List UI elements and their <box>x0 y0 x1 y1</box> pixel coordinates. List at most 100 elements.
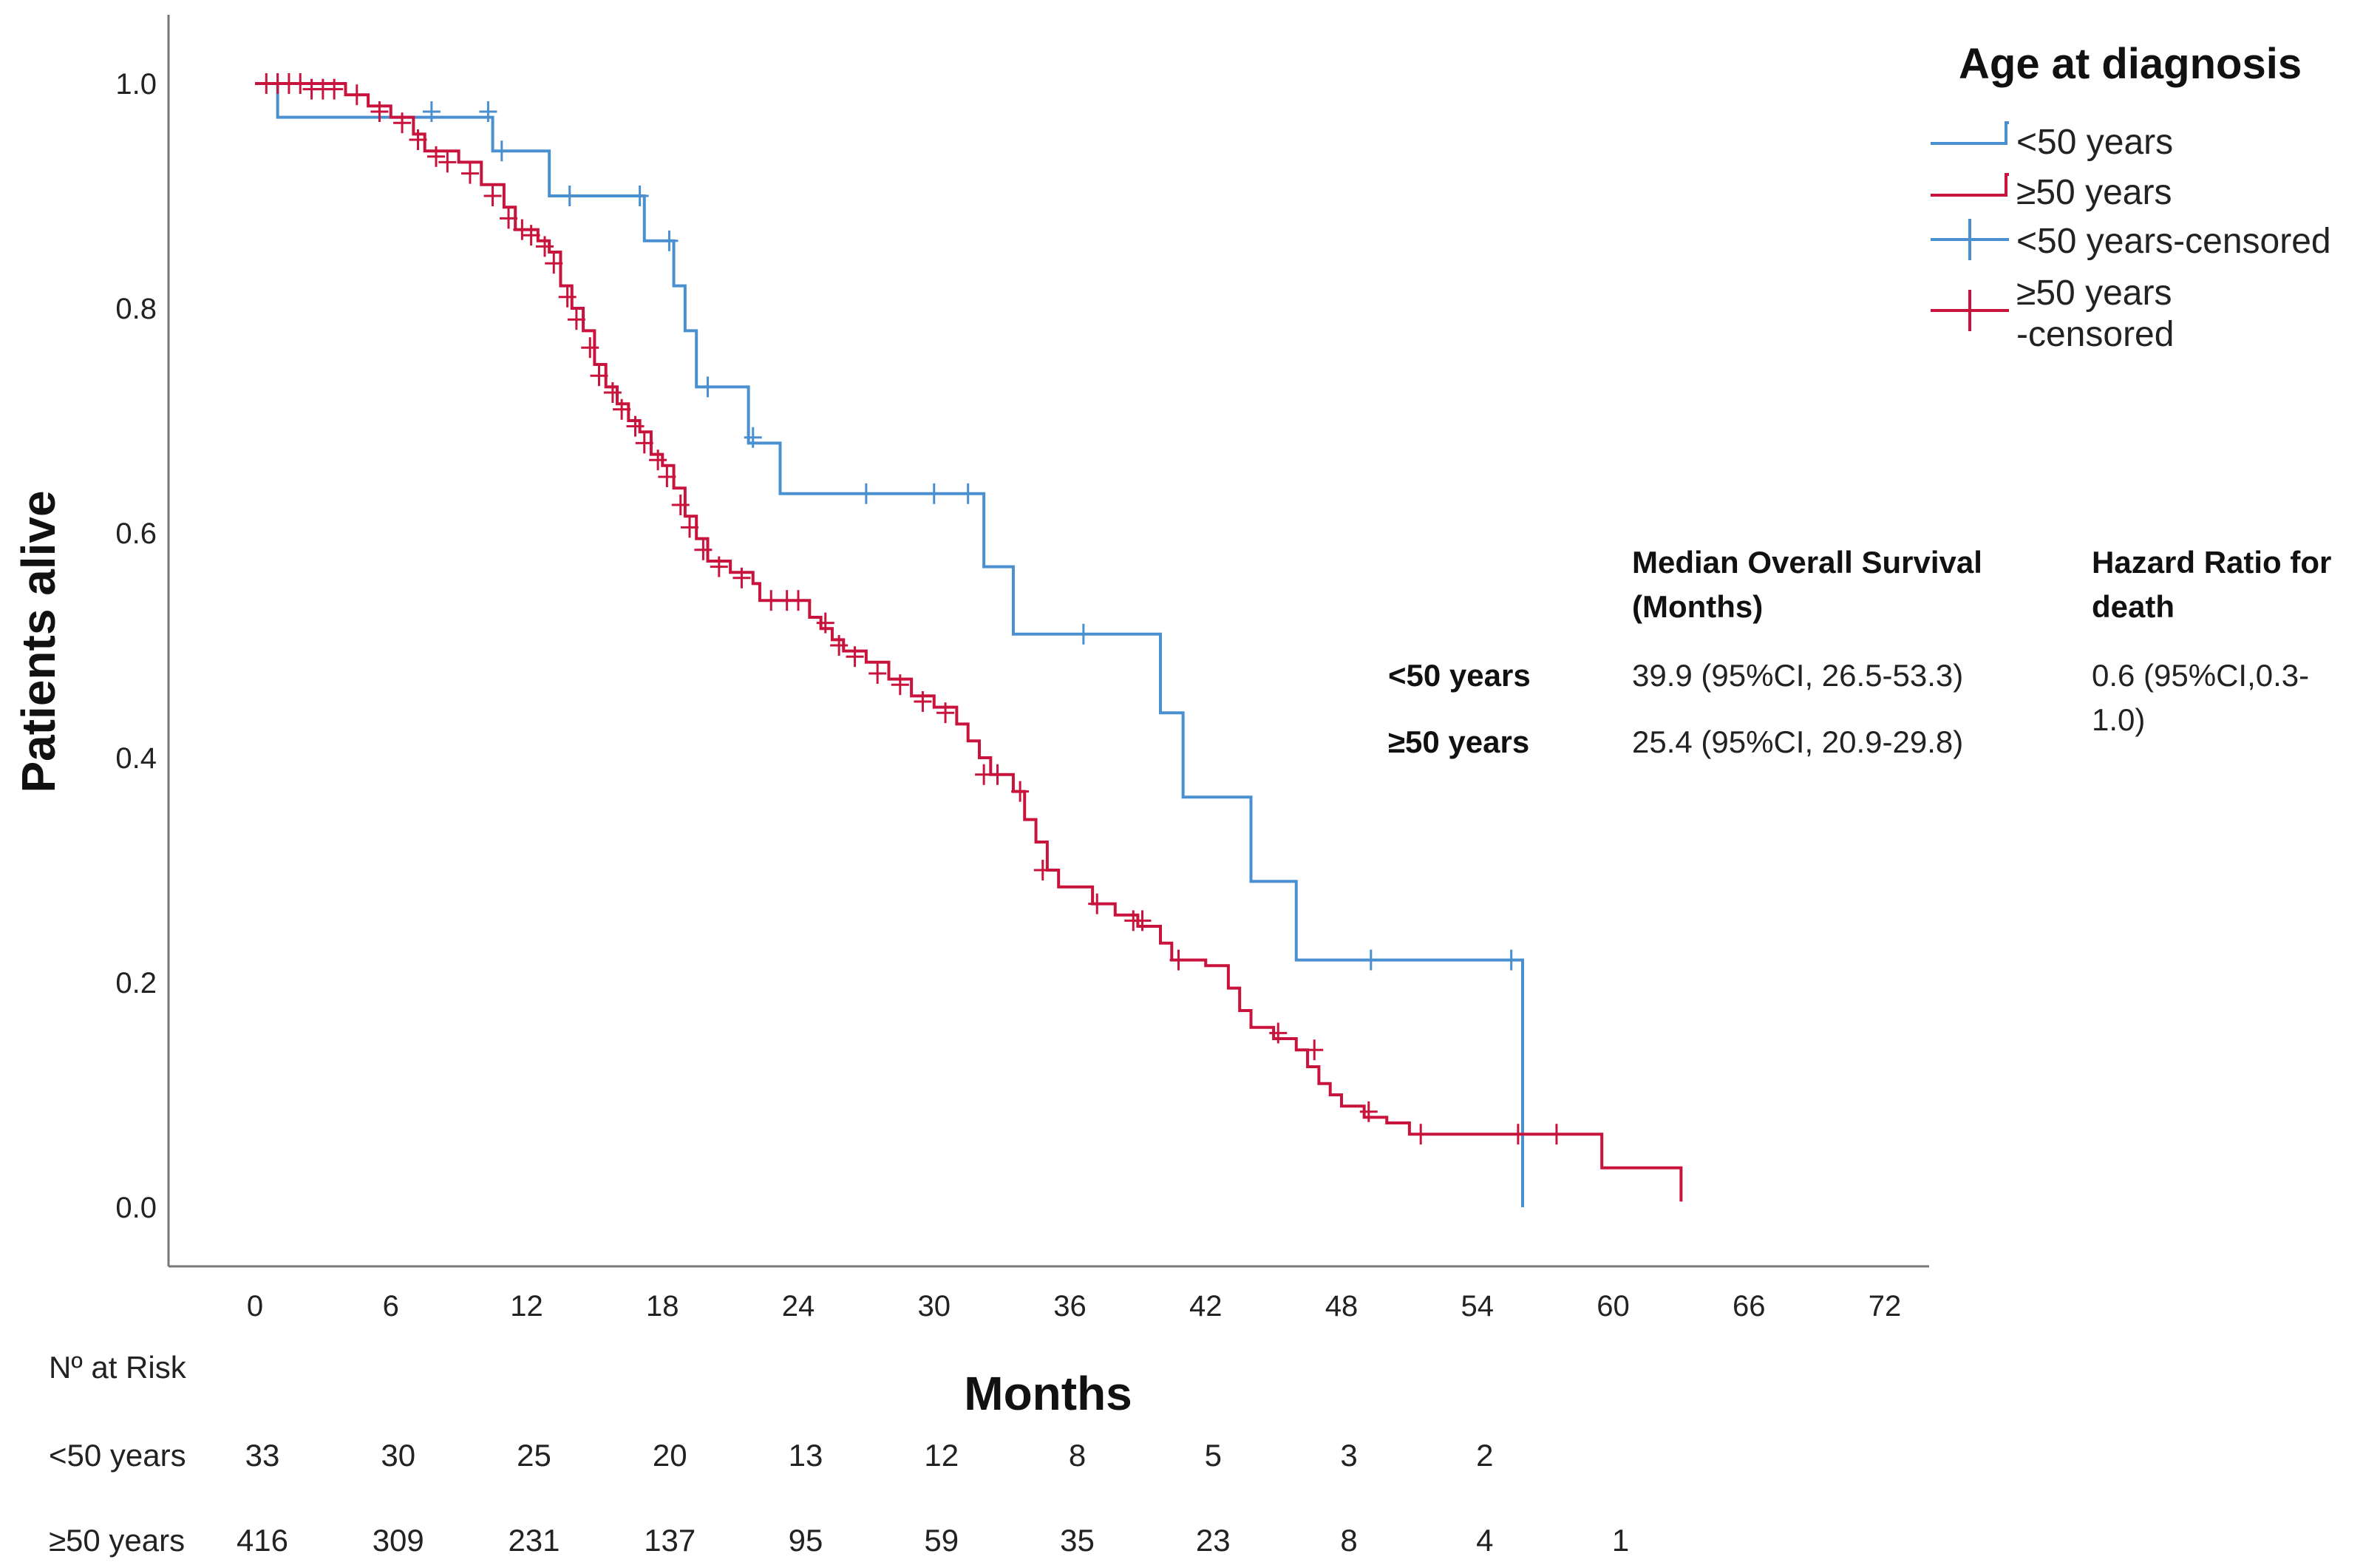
y-tick-label: 0.0 <box>115 1192 157 1224</box>
censor-mark <box>1033 860 1052 880</box>
censor-mark <box>545 253 563 274</box>
legend: Age at diagnosis <50 years ≥50 years <50… <box>1931 40 2331 354</box>
risk-value: 95 <box>789 1523 823 1558</box>
censor-mark <box>1305 1039 1324 1061</box>
x-tick-label: 18 <box>646 1290 679 1323</box>
censor-mark <box>698 376 717 398</box>
censor-mark <box>1412 1124 1430 1145</box>
censor-mark <box>936 702 955 724</box>
censor-mark <box>846 646 864 668</box>
censor-mark <box>789 590 807 611</box>
legend-label-continued: -censored <box>2016 315 2174 354</box>
stats-header-hr-2: death <box>2092 589 2175 624</box>
censor-mark <box>959 483 977 504</box>
risk-value: 1 <box>1612 1523 1629 1558</box>
risk-value: 8 <box>1069 1438 1086 1473</box>
legend-swatch-censor-red <box>1931 290 2009 331</box>
censor-mark <box>732 567 751 588</box>
censor-mark <box>409 129 427 150</box>
censor-mark <box>347 84 366 106</box>
legend-swatch-censor-blue <box>1931 219 2009 260</box>
censor-mark <box>681 517 698 538</box>
censor-mark <box>925 483 943 504</box>
censor-mark <box>626 415 645 437</box>
legend-label: ≥50 years <box>2016 274 2172 313</box>
stats-header-median-units: (Months) <box>1632 589 1763 624</box>
censor-mark <box>694 539 713 560</box>
censor-mark <box>671 495 690 515</box>
stats-row-median: 39.9 (95%CI, 26.5-53.3) <box>1632 658 1963 693</box>
x-tick-label: 6 <box>383 1290 399 1323</box>
risk-value: 8 <box>1340 1523 1357 1558</box>
censor-mark <box>613 398 631 420</box>
stats-header-hr: Hazard Ratio for <box>2092 545 2331 580</box>
censor-mark <box>427 146 445 167</box>
y-tick-label: 0.4 <box>115 742 157 775</box>
legend-label: <50 years-censored <box>2016 222 2331 261</box>
series-line-1 <box>255 82 1683 1202</box>
stats-header-median: Median Overall Survival <box>1632 545 1982 580</box>
risk-value: 4 <box>1476 1523 1493 1558</box>
censor-mark <box>500 208 517 229</box>
censor-mark <box>1088 893 1106 914</box>
x-tick-label: 12 <box>510 1290 543 1323</box>
x-tick-label: 30 <box>918 1290 951 1323</box>
censor-mark <box>536 236 554 257</box>
censor-mark <box>438 152 457 173</box>
risk-row-label: <50 years <box>49 1438 186 1473</box>
risk-value: 231 <box>508 1523 560 1558</box>
x-tick-label: 0 <box>247 1290 263 1323</box>
censor-mark <box>603 382 622 403</box>
censor-mark <box>630 186 649 206</box>
censor-mark <box>291 73 310 94</box>
censor-mark <box>590 365 608 387</box>
censor-mark <box>513 219 531 240</box>
y-axis-title: Patients alive <box>12 490 65 792</box>
censor-mark <box>658 466 676 487</box>
risk-row-label: ≥50 years <box>49 1523 185 1558</box>
censor-mark <box>868 663 887 684</box>
y-tick-label: 0.6 <box>115 517 157 550</box>
censor-mark <box>492 140 511 162</box>
censor-mark <box>370 101 389 122</box>
legend-title: Age at diagnosis <box>1959 40 2302 88</box>
censor-mark <box>830 635 849 656</box>
legend-entry-under-50: <50 years <box>1931 121 2173 162</box>
y-tick-label: 0.8 <box>115 293 157 325</box>
censor-mark <box>1361 949 1380 971</box>
risk-value: 416 <box>237 1523 288 1558</box>
risk-value: 309 <box>373 1523 424 1558</box>
x-tick-label: 24 <box>782 1290 815 1323</box>
censor-mark <box>914 691 932 712</box>
censor-mark <box>710 556 728 577</box>
censor-mark <box>635 432 653 454</box>
x-tick-label: 60 <box>1597 1290 1630 1323</box>
risk-value: 5 <box>1205 1438 1222 1473</box>
censor-mark <box>988 764 1007 785</box>
risk-value: 30 <box>381 1438 415 1473</box>
legend-label: ≥50 years <box>2016 173 2172 212</box>
x-tick-label: 36 <box>1053 1290 1087 1323</box>
censor-mark <box>816 612 834 634</box>
legend-entry-under-50-censored: <50 years-censored <box>1931 219 2331 261</box>
risk-value: 20 <box>653 1438 687 1473</box>
risk-value: 13 <box>789 1438 823 1473</box>
tick-layer: 0.0 0.2 0.4 0.6 0.8 1.0 0 6 12 18 24 30 36 42 48 54 60 66… <box>115 68 1901 1323</box>
legend-swatch-step-red <box>1931 173 2009 197</box>
legend-entry-50-plus: ≥50 years <box>1931 173 2172 212</box>
x-tick-label: 48 <box>1325 1290 1359 1323</box>
stats-row-median: 25.4 (95%CI, 20.9-29.8) <box>1632 724 1963 759</box>
y-tick-label: 0.2 <box>115 967 157 999</box>
risk-table-title: Nº at Risk <box>49 1350 187 1385</box>
censor-mark <box>1502 949 1520 971</box>
censor-mark <box>1133 910 1152 931</box>
x-axis-title: Months <box>964 1367 1132 1420</box>
censor-mark <box>1269 1022 1288 1044</box>
risk-value: 35 <box>1060 1523 1095 1558</box>
stats-table: Median Overall Survival (Months) Hazard … <box>1388 545 2331 759</box>
risk-value: 3 <box>1340 1438 1357 1473</box>
censor-mark <box>558 286 577 308</box>
risk-value: 2 <box>1476 1438 1493 1473</box>
censor-mark <box>1169 949 1188 971</box>
